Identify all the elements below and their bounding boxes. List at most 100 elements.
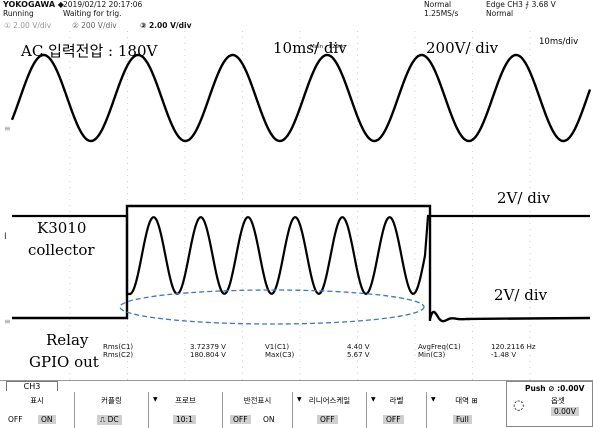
menu-arrow-icon: ▼ [297,396,302,403]
grid-dot [69,133,71,134]
grid-dot [242,67,243,68]
grid-dot [69,355,71,356]
grid-dot [472,361,473,362]
grid-dot [529,223,531,224]
grid-dot [299,235,301,236]
ch3-ground-marker: I [4,232,7,242]
grid-dot [242,379,243,380]
grid-dot [127,367,128,368]
grid-dot [472,31,473,32]
grid-dot [414,85,416,86]
grid-dot [69,265,71,266]
grid-dot [529,97,531,98]
grid-dot [127,343,128,344]
grid-dot [242,31,243,32]
menu-label[interactable]: ▼ 라벨 OFF [366,392,426,428]
menu-probe[interactable]: ▼ 프로브 10:1 [148,392,222,428]
grid-dot [529,187,531,188]
collector-label-line2: collector [28,241,95,259]
grid-dot [242,175,243,176]
grid-dot [529,31,531,32]
grid-dot [414,319,416,320]
grid-dot [299,55,301,56]
grid-dot [69,271,71,272]
grid-dot [127,43,128,44]
ch2-indicator[interactable]: ② 200 V/div [72,21,117,30]
grid-dot [242,37,243,38]
grid-dot [69,379,71,380]
grid-dot [414,217,416,218]
grid-dot [299,31,301,32]
grid-dot [357,133,358,134]
ch1-ground-marker: ≡ [4,317,11,326]
grid-dot [242,103,243,104]
grid-dot [472,37,473,38]
grid-dot [184,85,186,86]
grid-dot [529,259,531,260]
grid-dot [184,331,186,332]
grid-dot [357,367,358,368]
run-status: Running [3,9,34,18]
grid-dot [127,91,128,92]
grid-dot [69,277,71,278]
grid-dot [127,331,128,332]
grid-dot [357,109,358,110]
grid-dot [529,55,531,56]
grid-dot [299,67,301,68]
ch1-indicator[interactable]: ① 2.00 V/div [4,21,52,30]
grid-dot [69,61,71,62]
grid-dot [242,367,243,368]
grid-dot [357,85,358,86]
grid-dot [242,163,243,164]
grid-dot [242,289,243,290]
grid-dot [184,61,186,62]
grid-dot [299,349,301,350]
grid-dot [69,259,71,260]
grid-dot [357,55,358,56]
screen-time-div: 10ms/div [539,37,579,47]
grid-dot [184,73,186,74]
grid-dot [242,79,243,80]
grid-dot [69,247,71,248]
grid-dot [529,271,531,272]
grid-dot [472,79,473,80]
grid-dot [69,337,71,338]
grid-dot [69,145,71,146]
grid-dot [127,193,128,194]
grid-dot [357,319,358,320]
grid-dot [184,343,186,344]
grid-dot [472,289,473,290]
grid-dot [299,49,301,50]
grid-dot [472,175,473,176]
grid-dot [357,37,358,38]
grid-dot [69,223,71,224]
menu-bandwidth[interactable]: ▼ 대역 ⊞ Full [426,392,506,428]
menu-offset[interactable]: Push ⊘ :0.00V ◌ 옵셋 0.00V [506,381,593,427]
grid-dot [529,169,531,170]
grid-dot [472,211,473,212]
grid-dot [357,151,358,152]
grid-dot [529,295,531,296]
grid-dot [184,49,186,50]
grid-dot [414,187,416,188]
grid-dot [127,73,128,74]
meas-values-1: 3.72379 V 180.804 V [190,343,226,359]
grid-dot [69,367,71,368]
grid-dot [184,145,186,146]
menu-linear-scale[interactable]: ▼ 리니어스케일 OFF [292,392,366,428]
menu-display[interactable]: 표시 OFF ON [0,392,74,428]
grid-dot [242,325,243,326]
grid-dot [529,343,531,344]
menu-tab-ch3[interactable]: CH3 [6,381,58,391]
meas-labels-1: Rms(C1) Rms(C2) [103,343,134,359]
grid-dot [472,61,473,62]
grid-dot [414,151,416,152]
grid-dot [242,313,243,314]
grid-dot [69,115,71,116]
menu-invert[interactable]: 반전표시 OFF ON [222,392,292,428]
menu-coupling[interactable]: 커플링 ⎍ DC [74,392,148,428]
ch3-indicator[interactable]: ③ 2.00 V/div [140,21,192,30]
grid-dot [69,73,71,74]
brand-logo: YOKOGAWA ◆ [3,0,64,9]
grid-dot [529,103,531,104]
